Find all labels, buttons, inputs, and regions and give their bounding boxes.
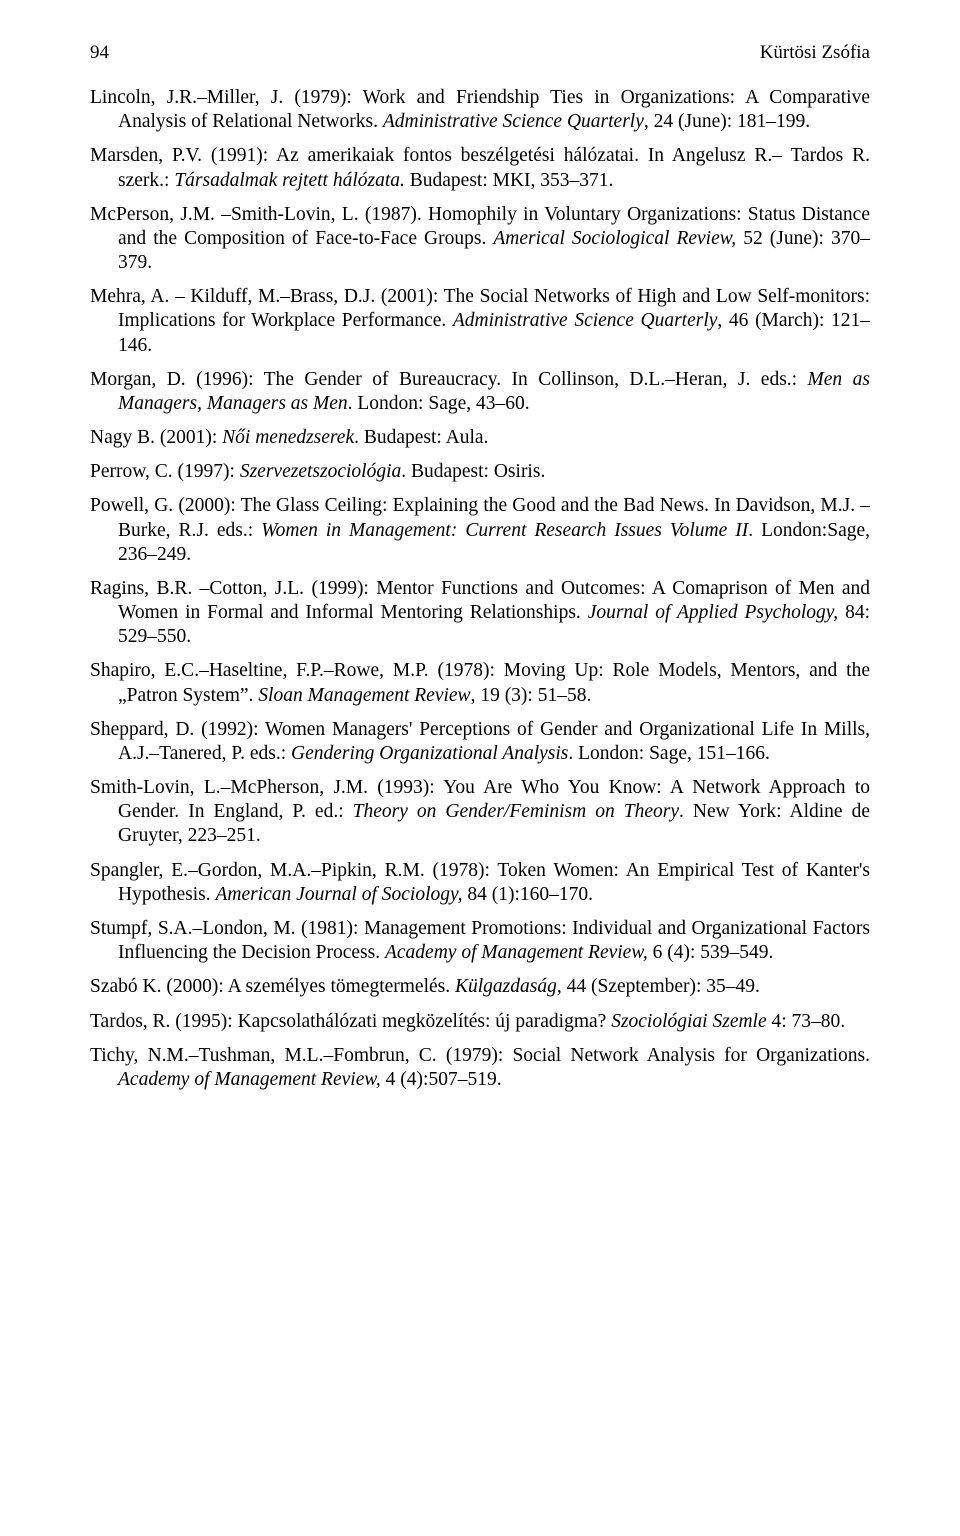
reference-entry: Tardos, R. (1995): Kapcsolathálózati meg… bbox=[90, 1010, 870, 1034]
references-list: Lincoln, J.R.–Miller, J. (1979): Work an… bbox=[90, 86, 870, 1092]
reference-entry: Marsden, P.V. (1991): Az amerikaiak font… bbox=[90, 144, 870, 192]
reference-entry: Lincoln, J.R.–Miller, J. (1979): Work an… bbox=[90, 86, 870, 134]
reference-entry: Szabó K. (2000): A személyes tömegtermel… bbox=[90, 975, 870, 999]
reference-entry: Mehra, A. – Kilduff, M.–Brass, D.J. (200… bbox=[90, 285, 870, 358]
reference-entry: McPerson, J.M. –Smith-Lovin, L. (1987). … bbox=[90, 203, 870, 276]
running-head: Kürtösi Zsófia bbox=[760, 42, 870, 64]
reference-entry: Morgan, D. (1996): The Gender of Bureauc… bbox=[90, 368, 870, 416]
reference-entry: Tichy, N.M.–Tushman, M.L.–Fombrun, C. (1… bbox=[90, 1044, 870, 1092]
reference-entry: Sheppard, D. (1992): Women Managers' Per… bbox=[90, 718, 870, 766]
reference-entry: Shapiro, E.C.–Haseltine, F.P.–Rowe, M.P.… bbox=[90, 659, 870, 707]
reference-entry: Smith-Lovin, L.–McPherson, J.M. (1993): … bbox=[90, 776, 870, 849]
reference-entry: Powell, G. (2000): The Glass Ceiling: Ex… bbox=[90, 494, 870, 567]
page: 94 Kürtösi Zsófia Lincoln, J.R.–Miller, … bbox=[0, 0, 960, 1536]
reference-entry: Perrow, C. (1997): Szervezetszociológia.… bbox=[90, 460, 870, 484]
reference-entry: Nagy B. (2001): Női menedzserek. Budapes… bbox=[90, 426, 870, 450]
page-header: 94 Kürtösi Zsófia bbox=[90, 42, 870, 64]
reference-entry: Spangler, E.–Gordon, M.A.–Pipkin, R.M. (… bbox=[90, 859, 870, 907]
reference-entry: Ragins, B.R. –Cotton, J.L. (1999): Mento… bbox=[90, 577, 870, 650]
reference-entry: Stumpf, S.A.–London, M. (1981): Manageme… bbox=[90, 917, 870, 965]
page-number: 94 bbox=[90, 42, 109, 64]
